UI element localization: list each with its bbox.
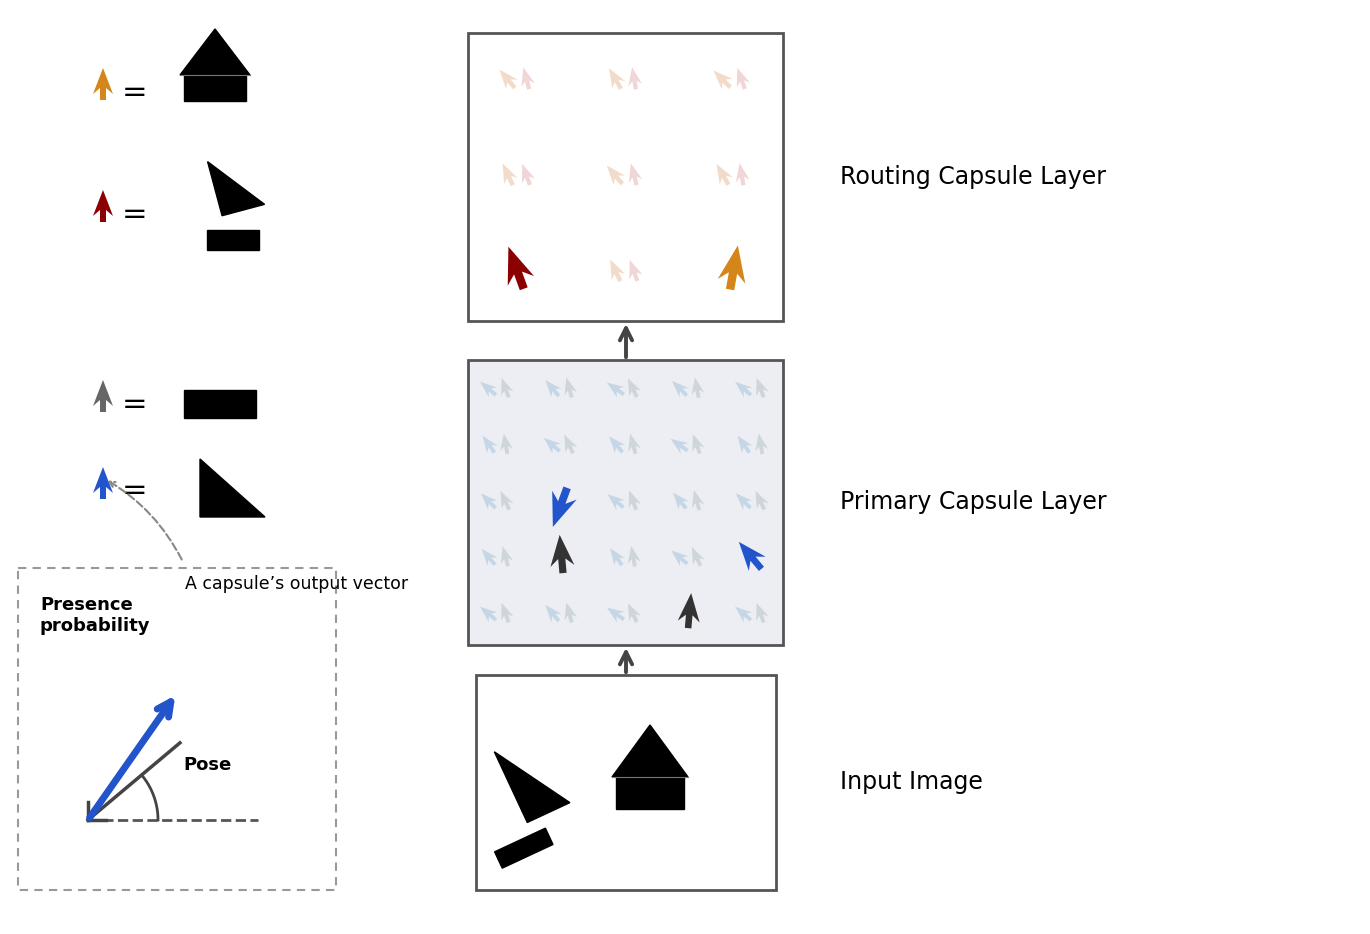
Polygon shape	[482, 549, 497, 566]
Polygon shape	[610, 436, 625, 454]
Polygon shape	[629, 67, 643, 90]
Polygon shape	[552, 487, 577, 527]
Polygon shape	[736, 163, 749, 186]
Polygon shape	[200, 459, 264, 517]
Polygon shape	[508, 247, 534, 290]
Text: A capsule’s output vector: A capsule’s output vector	[185, 575, 408, 593]
Text: =: =	[122, 476, 148, 505]
Polygon shape	[627, 378, 641, 398]
Polygon shape	[501, 377, 514, 398]
Text: =: =	[122, 389, 148, 418]
Polygon shape	[564, 602, 577, 623]
Polygon shape	[544, 438, 560, 454]
Text: Pose: Pose	[184, 756, 232, 774]
Polygon shape	[93, 467, 112, 499]
Bar	[616, 777, 684, 809]
Polygon shape	[607, 383, 625, 398]
Polygon shape	[522, 163, 536, 186]
Polygon shape	[670, 439, 689, 454]
Polygon shape	[551, 535, 574, 573]
Polygon shape	[718, 246, 745, 290]
Polygon shape	[692, 377, 704, 398]
Polygon shape	[629, 433, 641, 454]
Text: Primary Capsule Layer: Primary Capsule Layer	[840, 490, 1107, 515]
Polygon shape	[479, 382, 497, 398]
Bar	[184, 75, 247, 101]
Text: =: =	[122, 200, 148, 229]
Bar	[475, 675, 775, 890]
Polygon shape	[756, 377, 769, 398]
Polygon shape	[627, 546, 641, 567]
Polygon shape	[607, 165, 625, 185]
Polygon shape	[545, 380, 562, 397]
Polygon shape	[503, 163, 518, 186]
Polygon shape	[629, 260, 643, 282]
Polygon shape	[500, 433, 514, 454]
Polygon shape	[500, 546, 514, 567]
Polygon shape	[495, 752, 570, 823]
Polygon shape	[755, 433, 769, 454]
Text: =: =	[122, 78, 148, 106]
Polygon shape	[501, 602, 514, 623]
Polygon shape	[522, 67, 534, 90]
Text: Routing Capsule Layer: Routing Capsule Layer	[840, 165, 1106, 189]
Polygon shape	[607, 607, 625, 623]
Polygon shape	[737, 68, 749, 90]
Polygon shape	[756, 602, 769, 623]
Bar	[18, 568, 336, 890]
Polygon shape	[673, 492, 689, 510]
Polygon shape	[610, 260, 625, 282]
Polygon shape	[627, 603, 641, 623]
Polygon shape	[500, 490, 514, 510]
Polygon shape	[481, 493, 497, 510]
Text: Presence
probability: Presence probability	[40, 596, 151, 635]
Bar	[207, 230, 259, 250]
Polygon shape	[612, 725, 688, 777]
Polygon shape	[678, 593, 700, 629]
Polygon shape	[208, 162, 264, 216]
Polygon shape	[692, 490, 704, 511]
Polygon shape	[564, 434, 577, 454]
Polygon shape	[564, 377, 577, 398]
Polygon shape	[179, 29, 249, 75]
Polygon shape	[495, 828, 553, 868]
Polygon shape	[673, 381, 689, 397]
Text: Input Image: Input Image	[840, 771, 982, 795]
Polygon shape	[629, 490, 641, 511]
Polygon shape	[736, 493, 752, 510]
Polygon shape	[93, 380, 112, 412]
Polygon shape	[738, 542, 766, 571]
Polygon shape	[482, 435, 497, 454]
Polygon shape	[479, 607, 497, 622]
Bar	[184, 390, 256, 418]
Polygon shape	[692, 434, 704, 454]
Polygon shape	[736, 382, 752, 398]
Bar	[469, 33, 784, 321]
Polygon shape	[610, 548, 625, 566]
Polygon shape	[755, 490, 769, 510]
Polygon shape	[671, 550, 689, 566]
Polygon shape	[692, 547, 704, 567]
Polygon shape	[545, 605, 562, 622]
Polygon shape	[93, 68, 112, 100]
Polygon shape	[736, 607, 752, 622]
Polygon shape	[499, 69, 518, 90]
Polygon shape	[737, 435, 752, 454]
Polygon shape	[629, 163, 643, 186]
Polygon shape	[610, 68, 625, 90]
Polygon shape	[93, 190, 112, 222]
Polygon shape	[714, 70, 733, 90]
Polygon shape	[717, 164, 733, 186]
Polygon shape	[607, 494, 625, 510]
Bar	[469, 360, 784, 645]
